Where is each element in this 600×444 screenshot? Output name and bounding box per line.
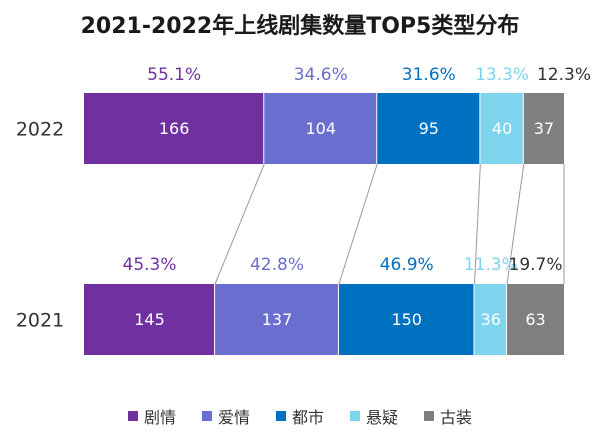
percent-label: 45.3% [123, 255, 177, 275]
legend-swatch [424, 411, 435, 421]
bar-value-label: 166 [159, 119, 190, 138]
bar-segment [84, 93, 264, 164]
bar-value-label: 137 [262, 310, 293, 329]
legend-swatch [201, 411, 212, 421]
bar-segment [523, 93, 564, 164]
percent-label: 11.3% [464, 255, 518, 275]
percent-label: 13.3% [475, 65, 529, 85]
bar-segment [480, 93, 523, 164]
connector-line [474, 163, 481, 285]
bar-segment [507, 284, 564, 355]
connector-line [338, 163, 378, 285]
legend-swatch [275, 411, 286, 421]
percent-label: 55.1% [147, 65, 201, 85]
legend-item: 剧情 [127, 404, 176, 428]
bar-segment [215, 284, 338, 355]
bar-value-label: 36 [481, 310, 501, 329]
legend-label: 古装 [440, 408, 473, 427]
percent-label: 31.6% [402, 65, 456, 85]
legend-label: 悬疑 [366, 408, 399, 427]
percent-label: 12.3% [537, 65, 591, 85]
legend-label: 爱情 [217, 408, 250, 427]
percent-label: 34.6% [294, 65, 348, 85]
legend-swatch [127, 411, 138, 421]
bar-segment [264, 93, 377, 164]
legend-item: 都市 [275, 404, 324, 428]
category-tick-label: 2021 [16, 310, 64, 332]
bar-value-label: 150 [391, 310, 422, 329]
percent-label: 46.9% [380, 255, 434, 275]
connector-line [506, 163, 525, 285]
legend-swatch [350, 411, 360, 421]
bar-value-label: 145 [134, 310, 165, 329]
percent-label: 42.8% [250, 255, 304, 275]
connector-line [214, 163, 265, 285]
bar-value-label: 104 [305, 119, 336, 138]
legend-label: 都市 [291, 408, 324, 427]
chart-title: 2021-2022年上线剧集数量TOP5类型分布 [80, 14, 520, 39]
bar-value-label: 37 [534, 119, 554, 138]
category-tick-label: 2022 [16, 119, 64, 141]
bar-segment [338, 284, 474, 355]
bar-value-label: 40 [492, 119, 512, 138]
bar-value-label: 63 [525, 310, 545, 329]
legend-item: 悬疑 [350, 404, 398, 428]
bar-segment [474, 284, 507, 355]
bar-segment [377, 93, 480, 164]
bar-segment [84, 284, 215, 355]
bar-value-label: 95 [419, 119, 439, 138]
legend-item: 爱情 [201, 404, 250, 428]
percent-label: 19.7% [509, 255, 563, 275]
legend-item: 古装 [424, 404, 472, 428]
chart-legend: 剧情 爱情 都市 悬疑 古装 [0, 404, 600, 428]
legend-label: 剧情 [143, 408, 176, 427]
